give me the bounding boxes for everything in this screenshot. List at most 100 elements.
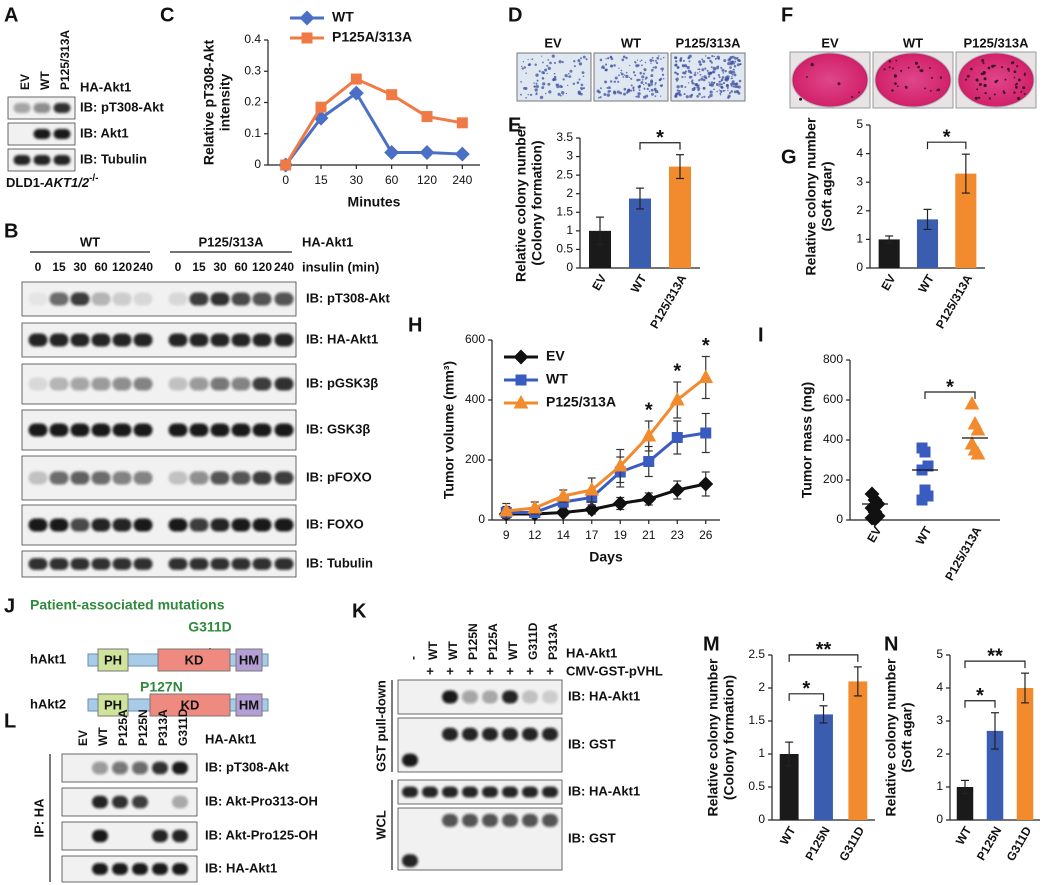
colony	[606, 86, 609, 89]
marker	[584, 481, 600, 496]
colony	[643, 68, 647, 72]
colony	[707, 75, 710, 78]
colony	[696, 86, 699, 89]
blot-band	[542, 813, 558, 827]
colony	[541, 77, 545, 80]
colony	[640, 81, 644, 84]
colony	[701, 68, 705, 72]
x-tick-label: G311D	[1004, 824, 1035, 864]
marker	[421, 111, 433, 123]
blot-band	[49, 518, 69, 532]
x-tick-label: 60	[385, 173, 399, 187]
colony	[810, 63, 814, 67]
y-tick-label: 200	[823, 472, 843, 486]
blot-label: IB: pT308-Akt	[80, 99, 164, 114]
bar	[916, 219, 939, 268]
colony	[1023, 92, 1026, 95]
colony	[632, 89, 635, 92]
colony	[535, 73, 539, 77]
x-tick-label: 26	[699, 528, 713, 542]
blot-band	[542, 690, 558, 704]
blot-band	[133, 423, 153, 437]
colony	[604, 68, 608, 72]
bar	[1016, 688, 1034, 820]
legend-label: EV	[546, 348, 565, 364]
time-label: 60	[94, 260, 108, 274]
blot-band	[522, 690, 538, 704]
colony	[715, 66, 720, 70]
blot-band	[502, 727, 518, 741]
colony	[661, 73, 665, 77]
treatment-mark: +	[526, 663, 534, 678]
time-label: 240	[274, 260, 294, 274]
colony	[674, 63, 678, 67]
colony	[896, 85, 899, 88]
bar	[629, 198, 651, 268]
colony	[725, 78, 729, 82]
colony	[607, 57, 610, 60]
y-tick-label: 3	[856, 174, 863, 188]
colony	[644, 82, 648, 85]
x-tick-label: 9	[503, 528, 510, 542]
colony	[621, 72, 624, 76]
colony	[606, 93, 611, 97]
marker	[612, 496, 628, 511]
colony	[557, 92, 561, 96]
blot-band	[168, 518, 188, 532]
colony	[1013, 76, 1016, 79]
colony	[730, 90, 734, 93]
legend-label: WT	[332, 9, 354, 25]
colony	[652, 59, 655, 62]
blot-band	[132, 863, 148, 875]
y-tick-label: 400	[823, 432, 843, 446]
lane-label: WT	[96, 727, 110, 746]
colony	[562, 94, 564, 96]
colony	[697, 88, 700, 92]
significance-bracket	[924, 391, 976, 399]
panel-label: C	[160, 4, 174, 26]
colony	[1022, 86, 1026, 90]
x-tick-label: P125N	[802, 824, 832, 863]
marker	[419, 145, 435, 160]
colony	[731, 73, 734, 76]
marker	[867, 511, 883, 527]
x-tick-label: G311D	[836, 824, 867, 864]
colony	[712, 71, 714, 74]
blot-band	[402, 753, 418, 767]
colony	[993, 93, 996, 96]
colony	[974, 96, 978, 100]
blot-band	[462, 813, 478, 827]
blot-band	[231, 333, 251, 347]
y-tick-label: 0	[566, 260, 573, 274]
time-header: insulin (min)	[302, 259, 379, 274]
colony	[674, 56, 678, 60]
mutation-label: G311D	[188, 619, 232, 635]
blot-band	[274, 333, 294, 347]
colony	[710, 66, 713, 69]
blot-band	[133, 333, 153, 347]
x-tick-label: P125/313A	[933, 272, 975, 331]
colony	[720, 94, 722, 96]
colony	[733, 64, 737, 68]
time-label: 120	[252, 260, 272, 274]
colony	[739, 62, 742, 66]
y-tick-label: 1.5	[748, 713, 765, 727]
lane-label: P313A	[156, 709, 170, 746]
colony	[661, 70, 664, 72]
colony	[609, 90, 612, 93]
colony	[613, 64, 616, 67]
panel-label: N	[884, 633, 898, 655]
blot-band	[49, 292, 69, 306]
domain	[149, 693, 231, 717]
colony	[732, 68, 735, 71]
colony	[676, 85, 680, 89]
blot-band	[231, 423, 251, 437]
time-label: 0	[35, 260, 42, 274]
colony	[677, 66, 680, 69]
blot-band	[152, 761, 168, 775]
lane-header: HA-Akt1	[80, 79, 131, 94]
treatment-mark: +	[486, 663, 494, 678]
colony	[851, 95, 854, 99]
colony	[1004, 78, 1007, 81]
colony	[650, 74, 654, 78]
